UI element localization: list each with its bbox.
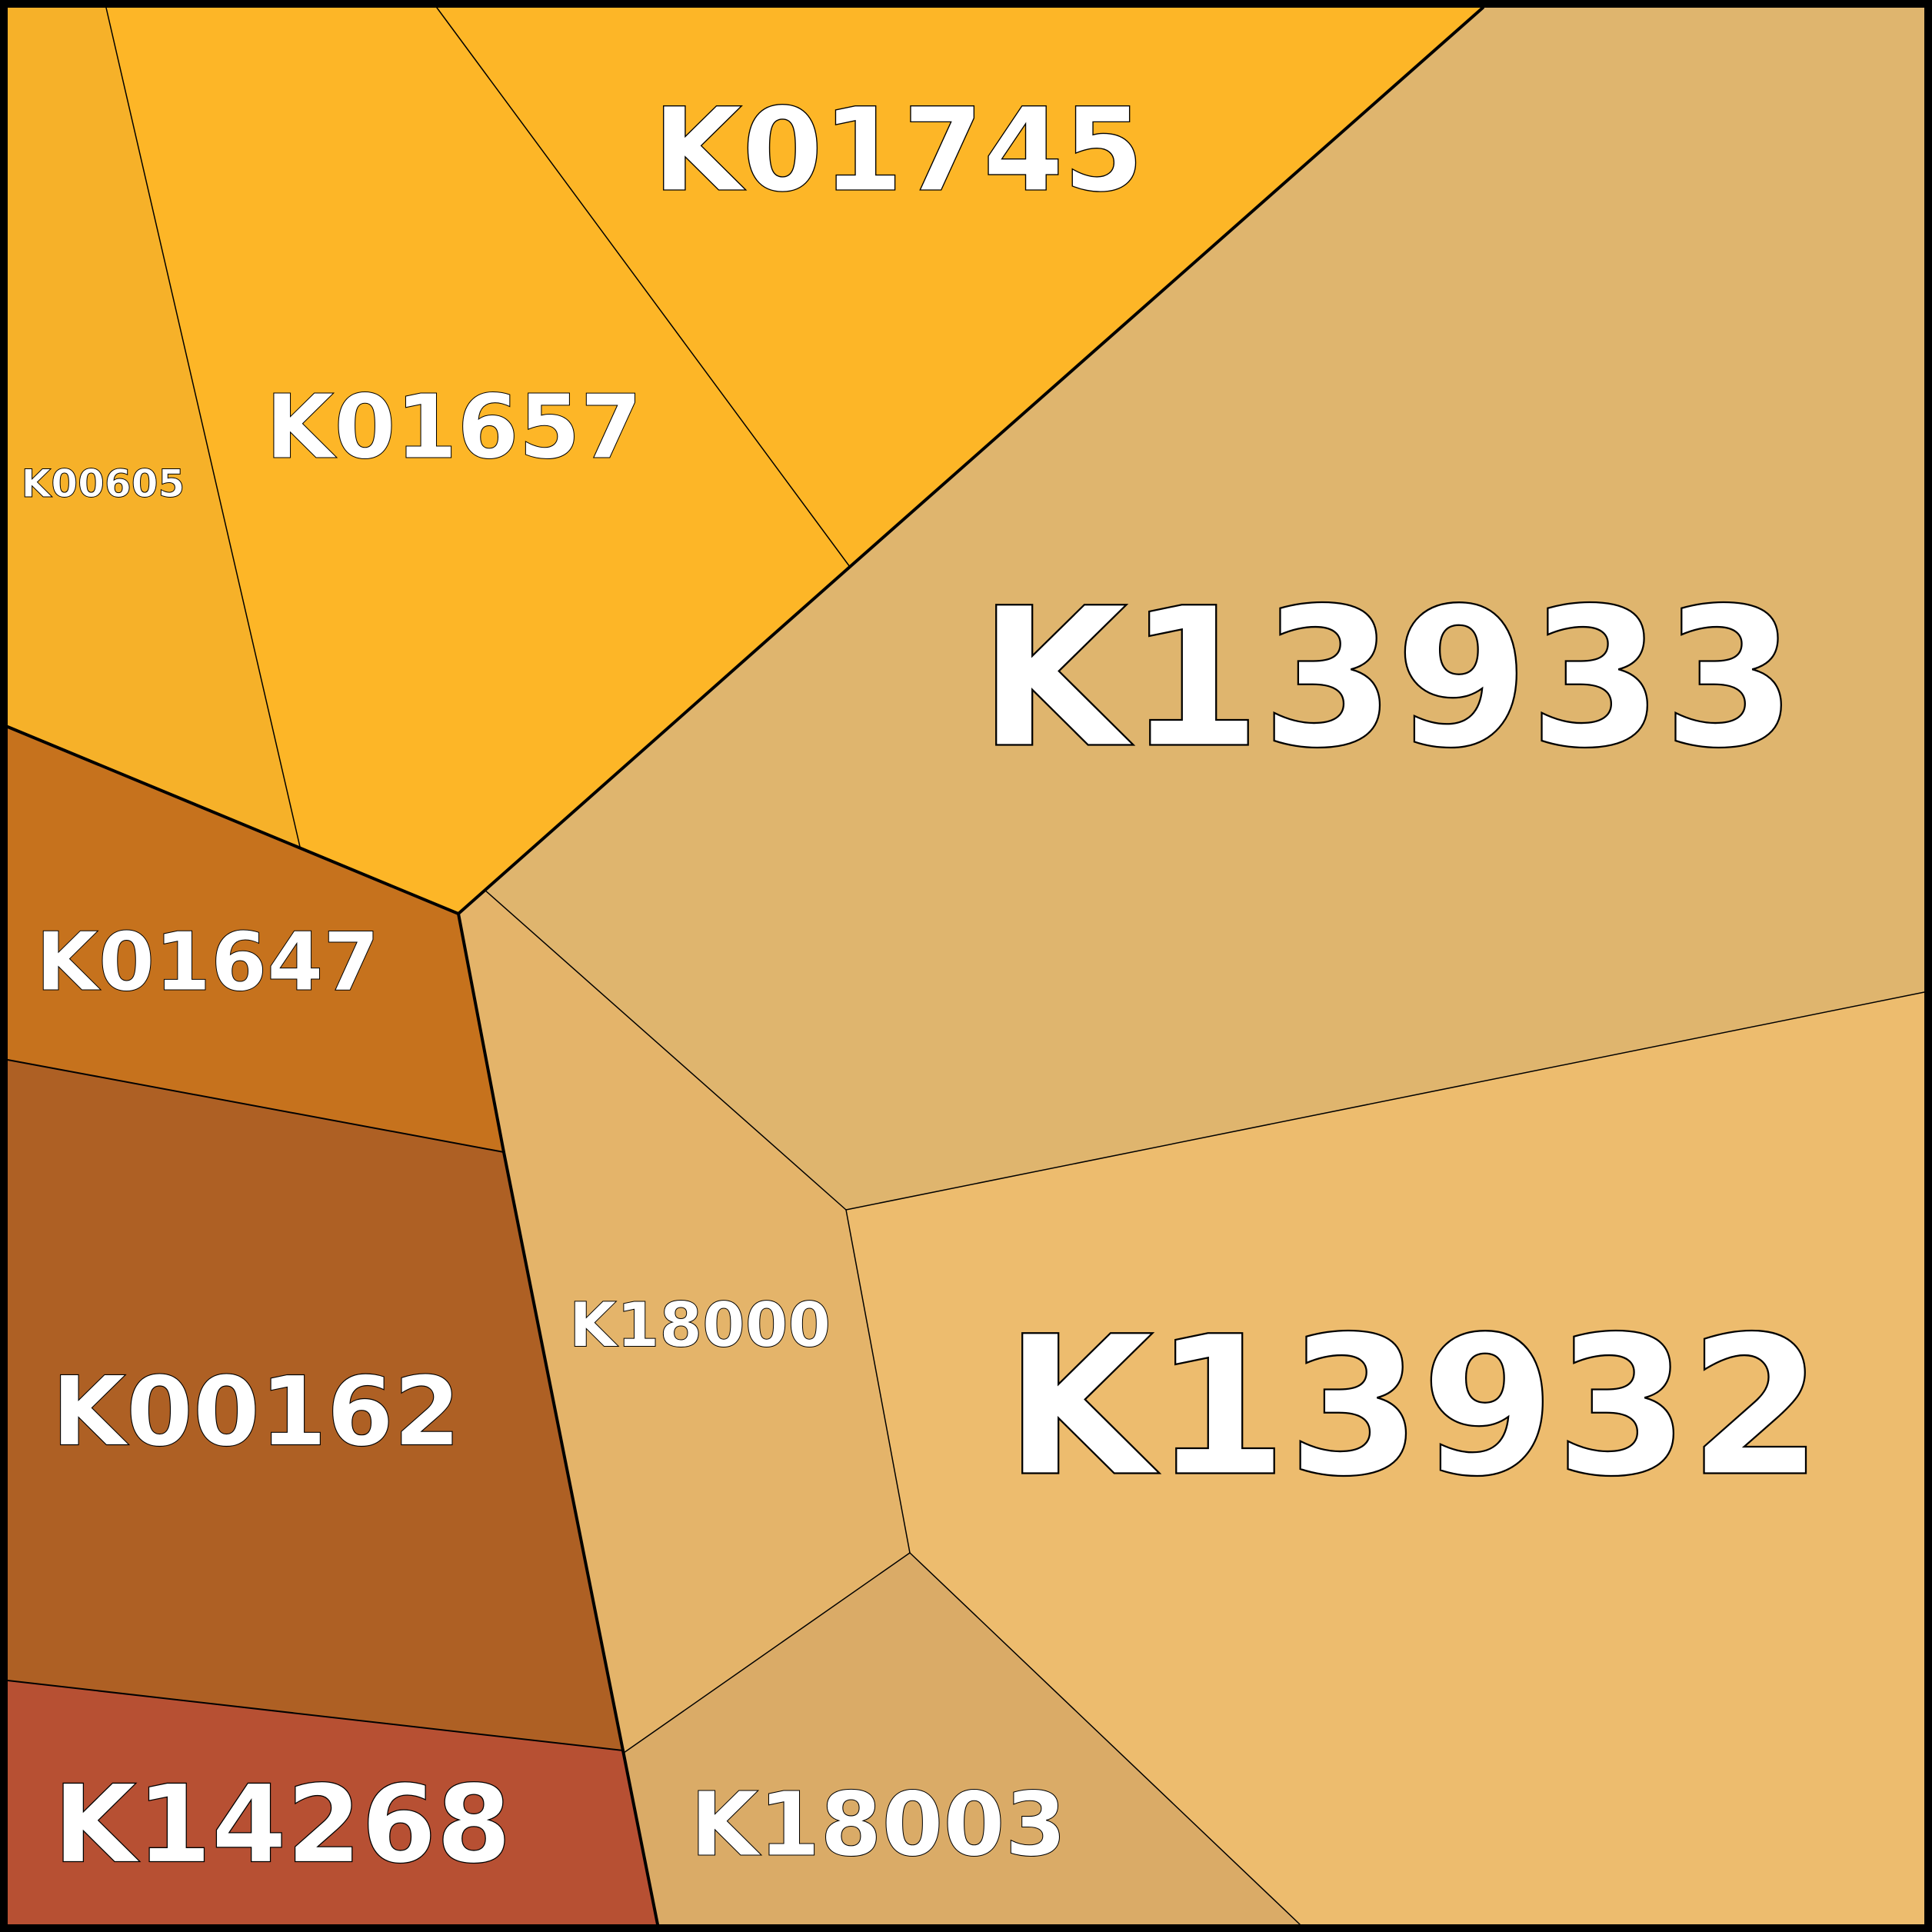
cell-label-k18003: K18003 (690, 1774, 1066, 1877)
cell-border-line (484, 889, 847, 1211)
cell-label-k01657: K01657 (265, 376, 641, 479)
cell-border-line (436, 7, 851, 568)
cell-border-line (457, 565, 851, 915)
cell-border-line (7, 1680, 624, 1751)
cell-border-line (621, 1749, 659, 1926)
cell-border-line (6, 725, 460, 915)
cell-border-line (457, 912, 505, 1154)
cell-label-k01745: K01745 (653, 84, 1144, 218)
cell-label-k00605: K00605 (22, 461, 185, 506)
cell-label-k13932: K13932 (1004, 1295, 1822, 1519)
cell-label-k13933: K13933 (978, 567, 1796, 791)
cell-label-k01647: K01647 (36, 915, 380, 1009)
cell-border-line (848, 6, 1484, 568)
cell-border-line (623, 1552, 911, 1754)
labels-layer: K01745 K01657 K00605 K13933 K01647 K00162 K180… (21, 83, 1824, 1888)
cell-border-line (7, 1059, 505, 1153)
cell-label-k14268: K14268 (53, 1763, 511, 1888)
cell-border-line (105, 7, 301, 848)
cell-border-line (909, 1552, 1301, 1925)
cell-label-k18000: K18000 (569, 1290, 831, 1361)
cell-border-line (845, 1209, 911, 1554)
cells-layer (7, 7, 1925, 1925)
cell-border-line (502, 1151, 625, 1752)
cell-border-line (845, 991, 1925, 1211)
cell-label-k00162: K00162 (52, 1357, 461, 1468)
edges-layer (6, 6, 1925, 1926)
